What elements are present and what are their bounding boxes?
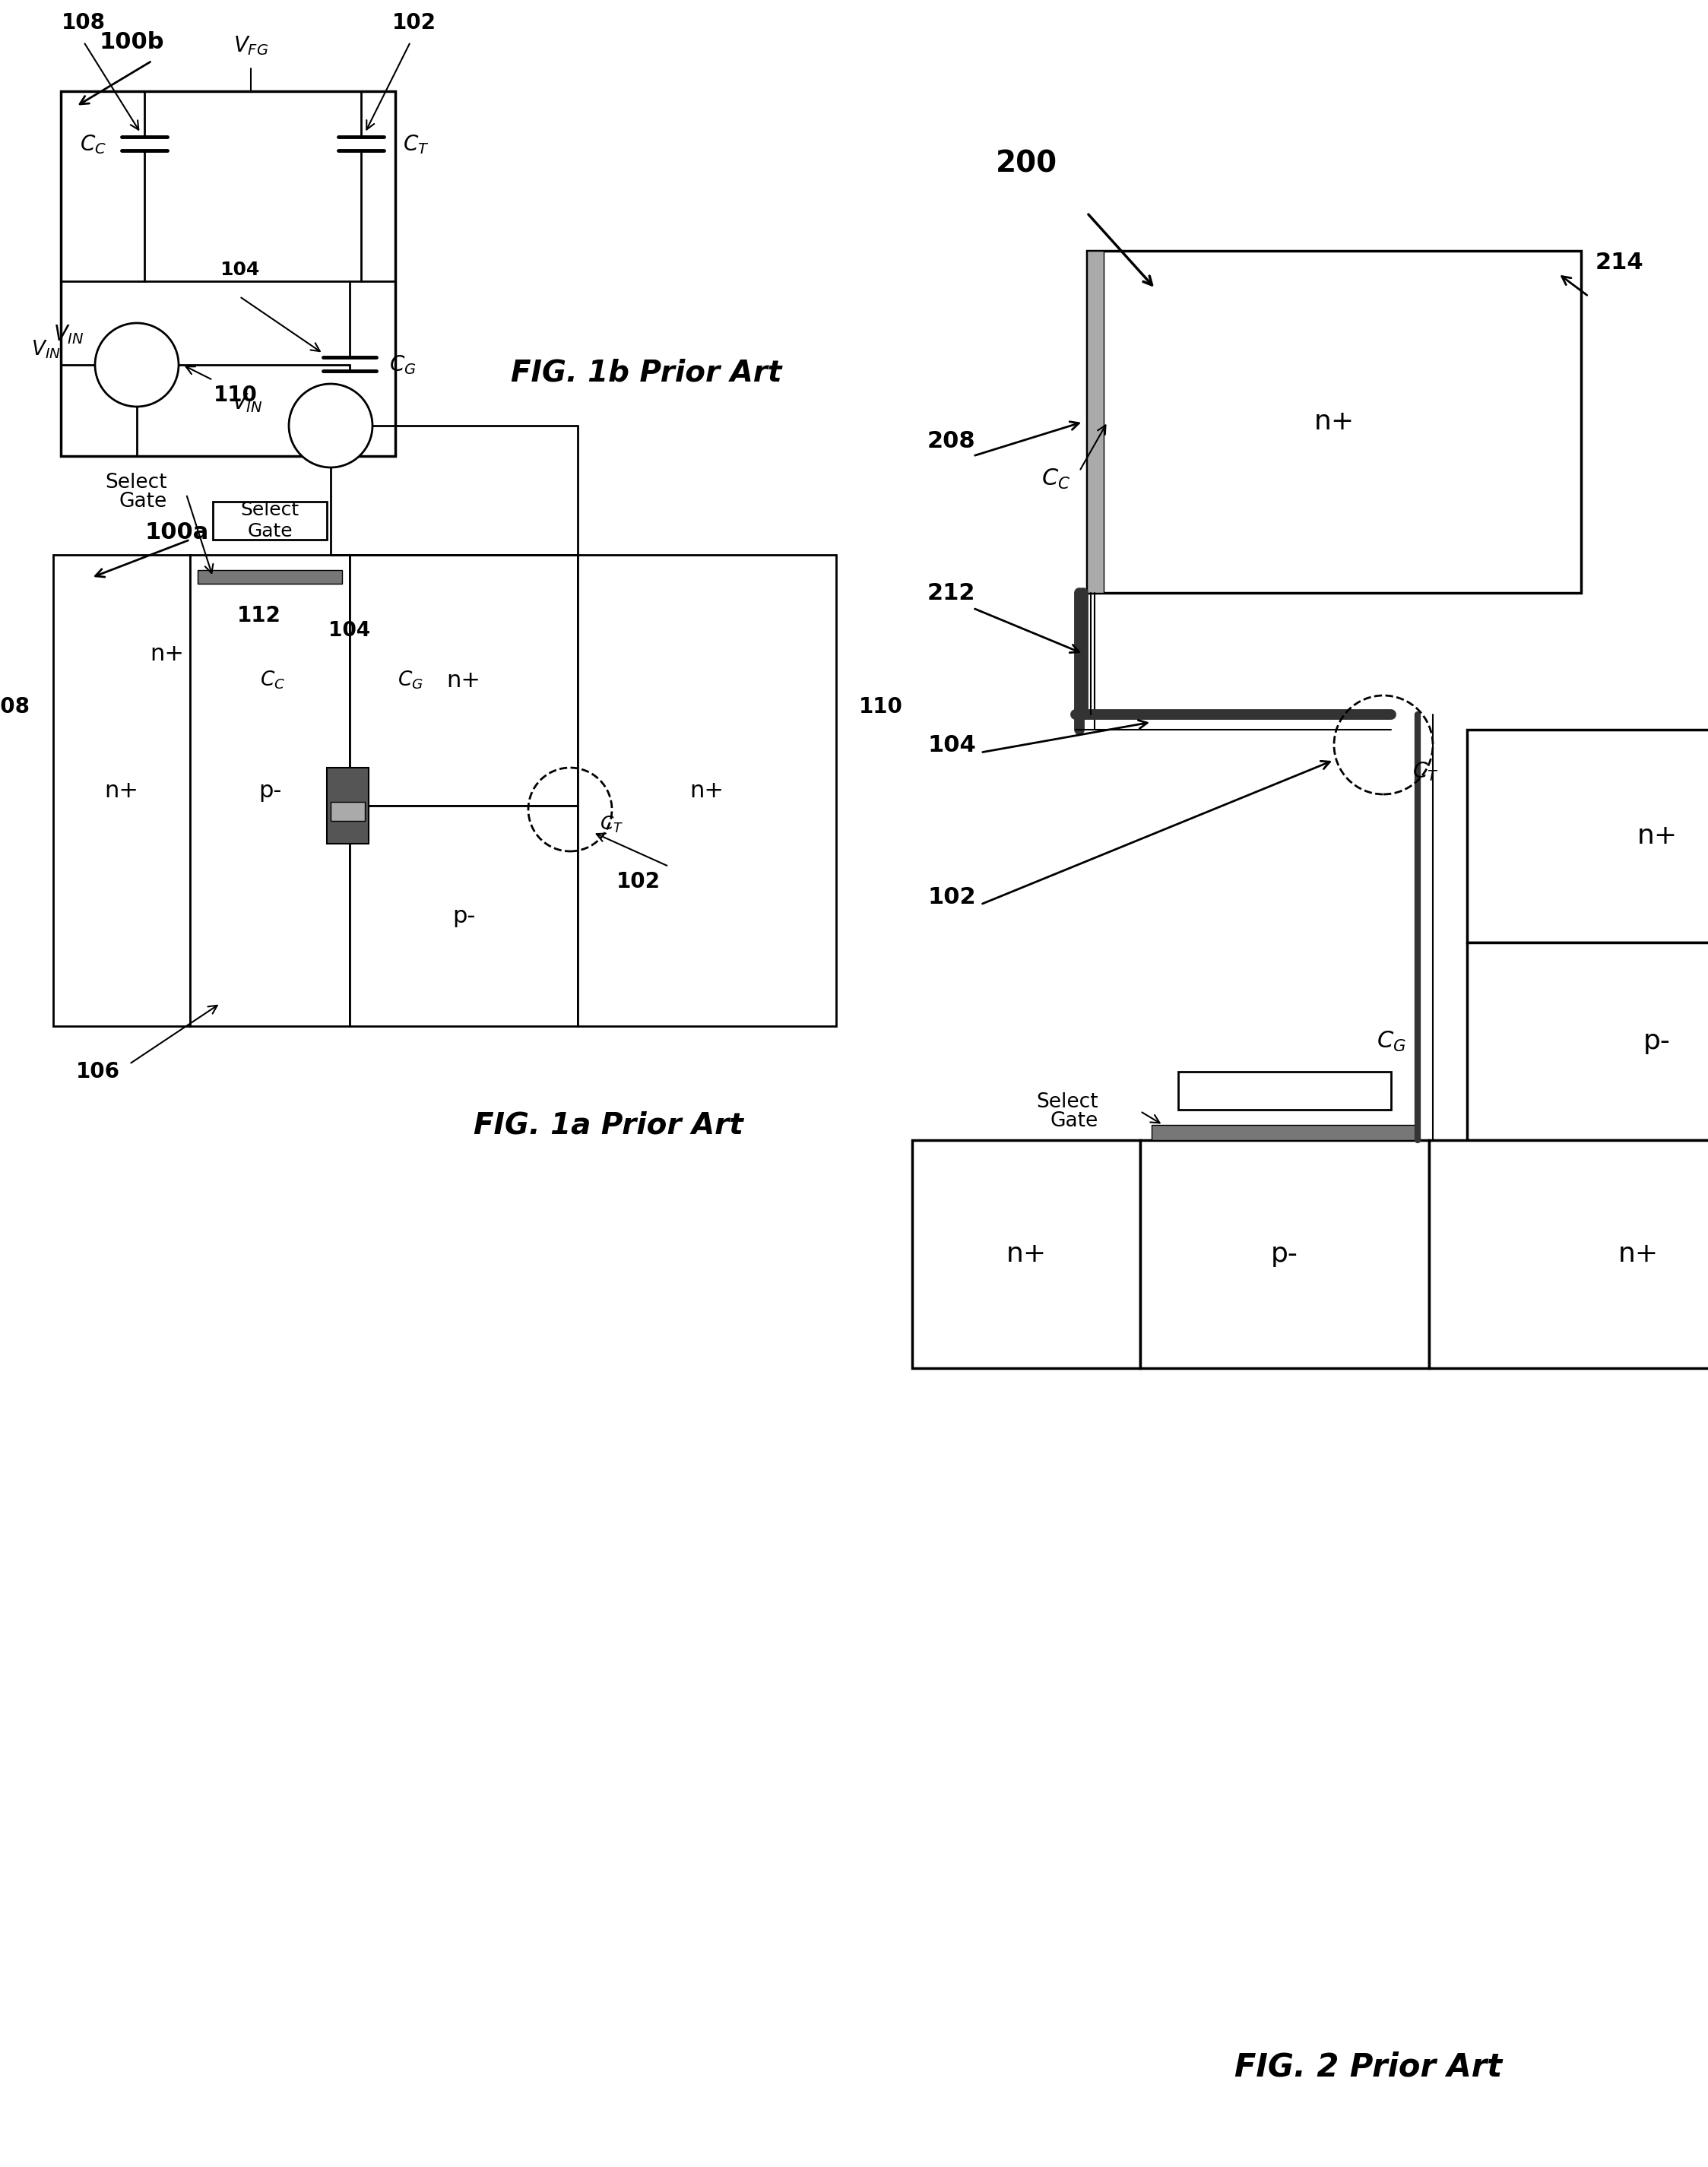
Text: $V_{IN}$: $V_{IN}$ [232,392,263,414]
Text: Select: Select [1037,1092,1098,1112]
Text: 112: 112 [237,605,282,626]
Text: 106: 106 [77,1062,120,1081]
Text: 100b: 100b [99,30,164,52]
Bar [1086,251,1582,594]
Text: $V_{FG}$: $V_{FG}$ [234,35,268,56]
Text: $C_C$: $C_C$ [80,132,106,156]
Circle shape [96,323,179,407]
Bar [1467,943,1708,1140]
Text: 104: 104 [328,622,371,641]
Bar [190,555,350,1027]
Bar [53,555,190,1027]
Text: 110: 110 [214,384,258,405]
Text: +: + [113,340,133,362]
Bar [61,563,273,745]
Text: Select
Gate: Select Gate [241,501,299,540]
Text: p-: p- [1643,1029,1670,1053]
Bar [577,555,837,1027]
Text: n+: n+ [1636,823,1677,849]
Text: Gate: Gate [120,492,167,511]
Text: Select: Select [106,472,167,492]
Bar [326,767,369,843]
Bar [1467,730,1708,943]
Text: +: + [307,401,326,423]
Text: $V_{IN}$: $V_{IN}$ [31,338,60,360]
Text: Gate: Gate [1050,1112,1098,1131]
Text: n+: n+ [1006,1242,1047,1268]
Bar [1179,1073,1390,1110]
Text: $C_C$: $C_C$ [1042,468,1071,490]
Text: 108: 108 [0,696,31,717]
Text: −: − [140,368,161,390]
Text: 212: 212 [927,583,975,605]
Text: $C_T$: $C_T$ [1413,761,1438,782]
Text: $C_T$: $C_T$ [600,815,623,834]
Bar [198,570,342,583]
Bar [1141,1140,1430,1367]
Text: −: − [335,429,354,451]
Text: n+: n+ [104,780,138,802]
Text: 100a: 100a [145,520,208,544]
Text: 102: 102 [617,871,661,893]
Text: FIG. 1a Prior Art: FIG. 1a Prior Art [473,1110,743,1140]
Text: 208: 208 [927,429,975,453]
Text: 214: 214 [1595,251,1643,273]
Bar [912,1140,1141,1367]
Text: FIG. 1b Prior Art: FIG. 1b Prior Art [511,358,782,388]
Text: p-: p- [258,780,282,802]
Bar [1151,1125,1418,1140]
Bar [350,806,577,1027]
Text: n+: n+ [150,644,184,665]
Text: n+: n+ [1617,1242,1658,1268]
Text: 104: 104 [927,735,975,756]
Bar [61,91,395,455]
Bar [331,802,366,821]
Text: n+: n+ [690,780,724,802]
Circle shape [289,384,372,468]
Bar [214,501,326,540]
Text: $C_G$: $C_G$ [398,670,424,691]
Text: p-: p- [1271,1242,1298,1268]
Text: n+: n+ [446,670,480,691]
Text: n+: n+ [1313,410,1354,436]
Text: 108: 108 [61,13,106,33]
Text: 200: 200 [996,150,1057,178]
Text: 110: 110 [859,696,904,717]
Text: $V_{IN}$: $V_{IN}$ [53,323,84,347]
Text: p-: p- [453,906,475,927]
Text: $C_G$: $C_G$ [389,353,417,377]
Text: 104: 104 [220,260,260,280]
Bar [350,555,577,806]
Bar [1086,251,1103,594]
Text: FIG. 2 Prior Art: FIG. 2 Prior Art [1235,2052,1501,2082]
Text: 102: 102 [393,13,436,33]
Text: $C_G$: $C_G$ [1377,1029,1406,1053]
Bar [1430,1140,1708,1367]
Text: $C_C$: $C_C$ [260,670,285,691]
Text: $C_T$: $C_T$ [403,132,429,156]
Text: 102: 102 [927,886,975,908]
